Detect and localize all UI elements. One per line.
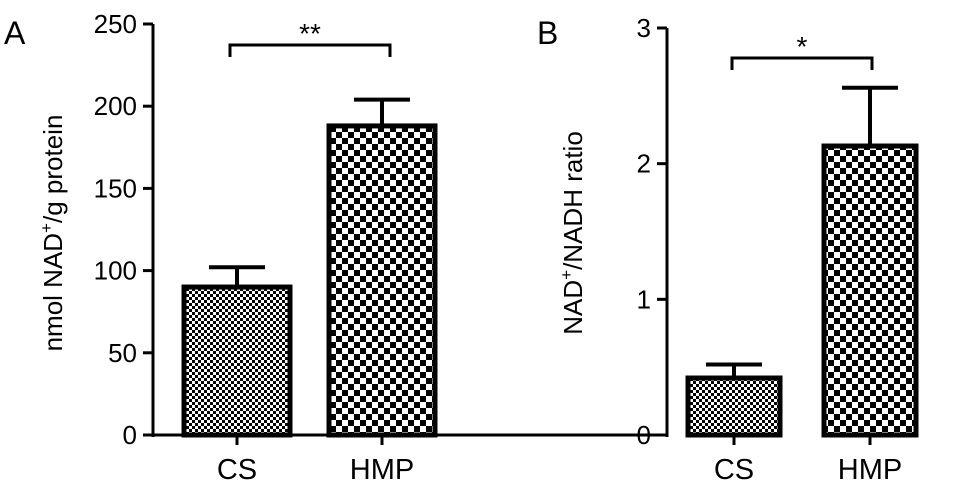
panel-a-y-tick-label: 250 <box>94 9 137 39</box>
panel-a-y-tick-label: 100 <box>94 256 137 286</box>
panel-b-category-label: HMP <box>838 454 902 486</box>
panel-b-bar-hmp <box>821 143 919 438</box>
panel-b-y-tick-label: 2 <box>637 149 651 179</box>
panel-b-category-label: CS <box>714 454 754 486</box>
panel-a-y-axis-title: nmol NAD+/g protein <box>37 115 68 352</box>
panel-a-y-tick-label: 50 <box>108 338 137 368</box>
panel-b-y-tick-label: 0 <box>637 420 651 450</box>
panel-b-significance-label: * <box>797 31 808 62</box>
panel-b-y-tick-label: 3 <box>637 13 651 43</box>
panel-b-y-tick-label: 1 <box>637 284 651 314</box>
panel-a-significance-label: ** <box>299 18 321 49</box>
panel-letter-a: A <box>4 15 26 51</box>
panel-a-category-label: CS <box>217 454 257 486</box>
panel-letter-b: B <box>537 15 558 51</box>
panel-b: B NAD+/NADH ratio 0 1 2 3 CS HMP * <box>438 13 919 486</box>
panel-a-category-label: HMP <box>350 454 414 486</box>
panel-a-y-tick-label: 0 <box>123 420 137 450</box>
panel-b-bar-cs <box>685 375 783 438</box>
panel-b-y-axis-title: NAD+/NADH ratio <box>557 131 588 335</box>
panel-b-plot: 0 1 2 3 CS HMP * <box>438 13 919 486</box>
panel-b-significance-bracket <box>730 56 874 70</box>
panel-a: A nmol NAD+/g protein 0 50 100 150 200 250 CS H… <box>4 9 438 486</box>
panel-a-significance-bracket <box>228 43 392 57</box>
panel-a-y-tick-label: 200 <box>94 91 137 121</box>
panel-a-bar-cs <box>181 284 293 438</box>
panel-a-plot: 0 50 100 150 200 250 CS HMP ** <box>94 9 438 486</box>
panel-a-bar-hmp <box>326 123 438 438</box>
panel-a-y-tick-label: 150 <box>94 173 137 203</box>
